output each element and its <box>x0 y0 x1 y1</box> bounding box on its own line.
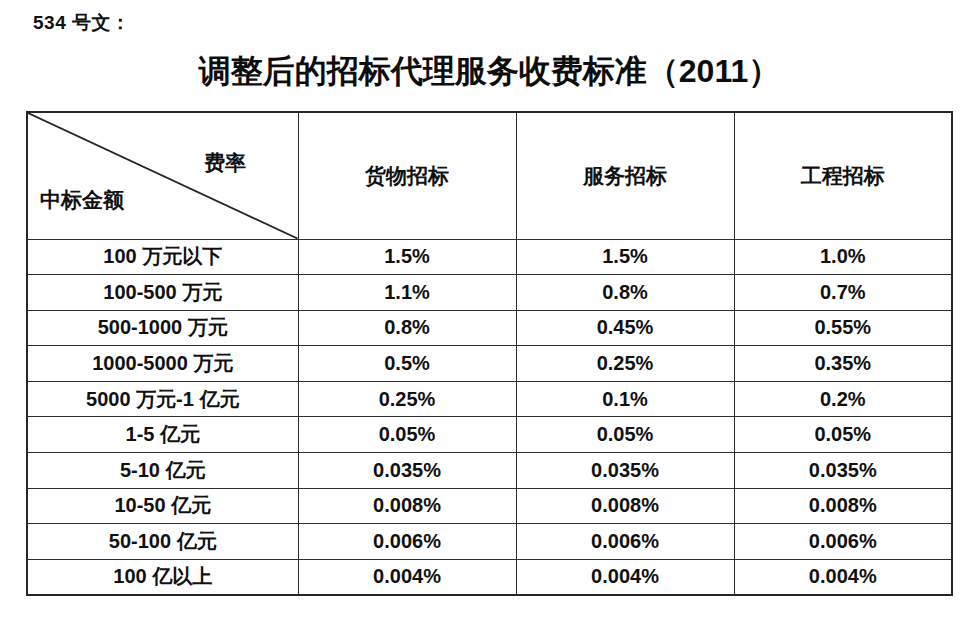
table-row: 5000 万元-1 亿元 0.25% 0.1% 0.2% <box>27 381 952 417</box>
table-row: 100-500 万元 1.1% 0.8% 0.7% <box>27 275 952 311</box>
row-label: 100-500 万元 <box>27 275 298 311</box>
header-row: 费率 中标金额 货物招标 服务招标 工程招标 <box>27 112 952 239</box>
diagonal-divider-line <box>28 113 298 239</box>
fee-cell: 0.55% <box>734 310 952 346</box>
fee-cell: 0.25% <box>516 346 734 382</box>
corner-label-rate: 费率 <box>204 149 246 177</box>
corner-label-bid-amount: 中标金额 <box>40 186 124 214</box>
column-header-goods-bidding: 货物招标 <box>298 112 516 239</box>
row-label: 5-10 亿元 <box>27 453 298 489</box>
fee-cell: 0.7% <box>734 275 952 311</box>
fee-cell: 0.05% <box>734 417 952 453</box>
fee-cell: 0.8% <box>516 275 734 311</box>
fee-cell: 0.006% <box>516 524 734 560</box>
fee-cell: 0.008% <box>734 488 952 524</box>
row-label: 10-50 亿元 <box>27 488 298 524</box>
row-label: 100 亿以上 <box>27 559 298 595</box>
fee-cell: 0.004% <box>298 559 516 595</box>
fee-cell: 0.1% <box>516 381 734 417</box>
table-row: 50-100 亿元 0.006% 0.006% 0.006% <box>27 524 952 560</box>
column-header-service-bidding: 服务招标 <box>516 112 734 239</box>
fee-cell: 0.25% <box>298 381 516 417</box>
fee-table-header: 费率 中标金额 货物招标 服务招标 工程招标 <box>27 112 952 239</box>
fee-cell: 0.006% <box>298 524 516 560</box>
fee-cell: 0.8% <box>298 310 516 346</box>
table-row: 500-1000 万元 0.8% 0.45% 0.55% <box>27 310 952 346</box>
table-row: 10-50 亿元 0.008% 0.008% 0.008% <box>27 488 952 524</box>
fee-table-body: 100 万元以下 1.5% 1.5% 1.0% 100-500 万元 1.1% … <box>27 239 952 595</box>
fee-cell: 0.5% <box>298 346 516 382</box>
fee-cell: 0.2% <box>734 381 952 417</box>
table-row: 5-10 亿元 0.035% 0.035% 0.035% <box>27 453 952 489</box>
fee-cell: 1.5% <box>516 239 734 275</box>
fee-cell: 0.05% <box>516 417 734 453</box>
row-label: 5000 万元-1 亿元 <box>27 381 298 417</box>
row-label: 1000-5000 万元 <box>27 346 298 382</box>
table-row: 1-5 亿元 0.05% 0.05% 0.05% <box>27 417 952 453</box>
fee-cell: 0.008% <box>298 488 516 524</box>
fee-cell: 0.008% <box>516 488 734 524</box>
row-label: 500-1000 万元 <box>27 310 298 346</box>
row-label: 100 万元以下 <box>27 239 298 275</box>
fee-cell: 0.45% <box>516 310 734 346</box>
fee-cell: 0.05% <box>298 417 516 453</box>
column-header-engineering-bidding: 工程招标 <box>734 112 952 239</box>
fee-cell: 0.004% <box>734 559 952 595</box>
fee-cell: 0.035% <box>516 453 734 489</box>
table-row: 1000-5000 万元 0.5% 0.25% 0.35% <box>27 346 952 382</box>
fee-cell: 0.35% <box>734 346 952 382</box>
fee-cell: 1.5% <box>298 239 516 275</box>
row-label: 50-100 亿元 <box>27 524 298 560</box>
row-label: 1-5 亿元 <box>27 417 298 453</box>
table-row: 100 万元以下 1.5% 1.5% 1.0% <box>27 239 952 275</box>
fee-cell: 0.006% <box>734 524 952 560</box>
page-title: 调整后的招标代理服务收费标准（2011） <box>0 50 979 94</box>
fee-cell: 0.035% <box>734 453 952 489</box>
fee-cell: 1.0% <box>734 239 952 275</box>
fee-cell: 1.1% <box>298 275 516 311</box>
fee-cell: 0.004% <box>516 559 734 595</box>
doc-ref-label: 534 号文： <box>33 10 130 36</box>
diagonal-header-cell: 费率 中标金额 <box>27 112 298 239</box>
fee-cell: 0.035% <box>298 453 516 489</box>
fee-table: 费率 中标金额 货物招标 服务招标 工程招标 100 万元以下 1.5% 1.5… <box>26 111 953 596</box>
document-page: 534 号文： 调整后的招标代理服务收费标准（2011） 费率 中标金额 货物招… <box>0 0 979 629</box>
table-row: 100 亿以上 0.004% 0.004% 0.004% <box>27 559 952 595</box>
